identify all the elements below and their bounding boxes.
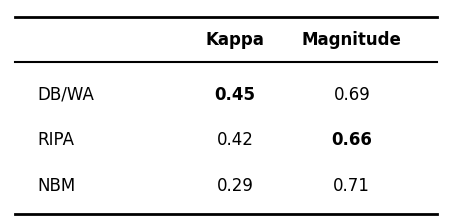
Text: 0.29: 0.29 [216, 177, 253, 195]
Text: 0.69: 0.69 [333, 86, 369, 104]
Text: RIPA: RIPA [37, 131, 74, 149]
Text: Magnitude: Magnitude [301, 31, 401, 50]
Text: NBM: NBM [37, 177, 75, 195]
Text: 0.71: 0.71 [332, 177, 369, 195]
Text: 0.45: 0.45 [214, 86, 255, 104]
Text: Kappa: Kappa [205, 31, 264, 50]
Text: 0.66: 0.66 [331, 131, 371, 149]
Text: DB/WA: DB/WA [37, 86, 94, 104]
Text: 0.42: 0.42 [216, 131, 253, 149]
